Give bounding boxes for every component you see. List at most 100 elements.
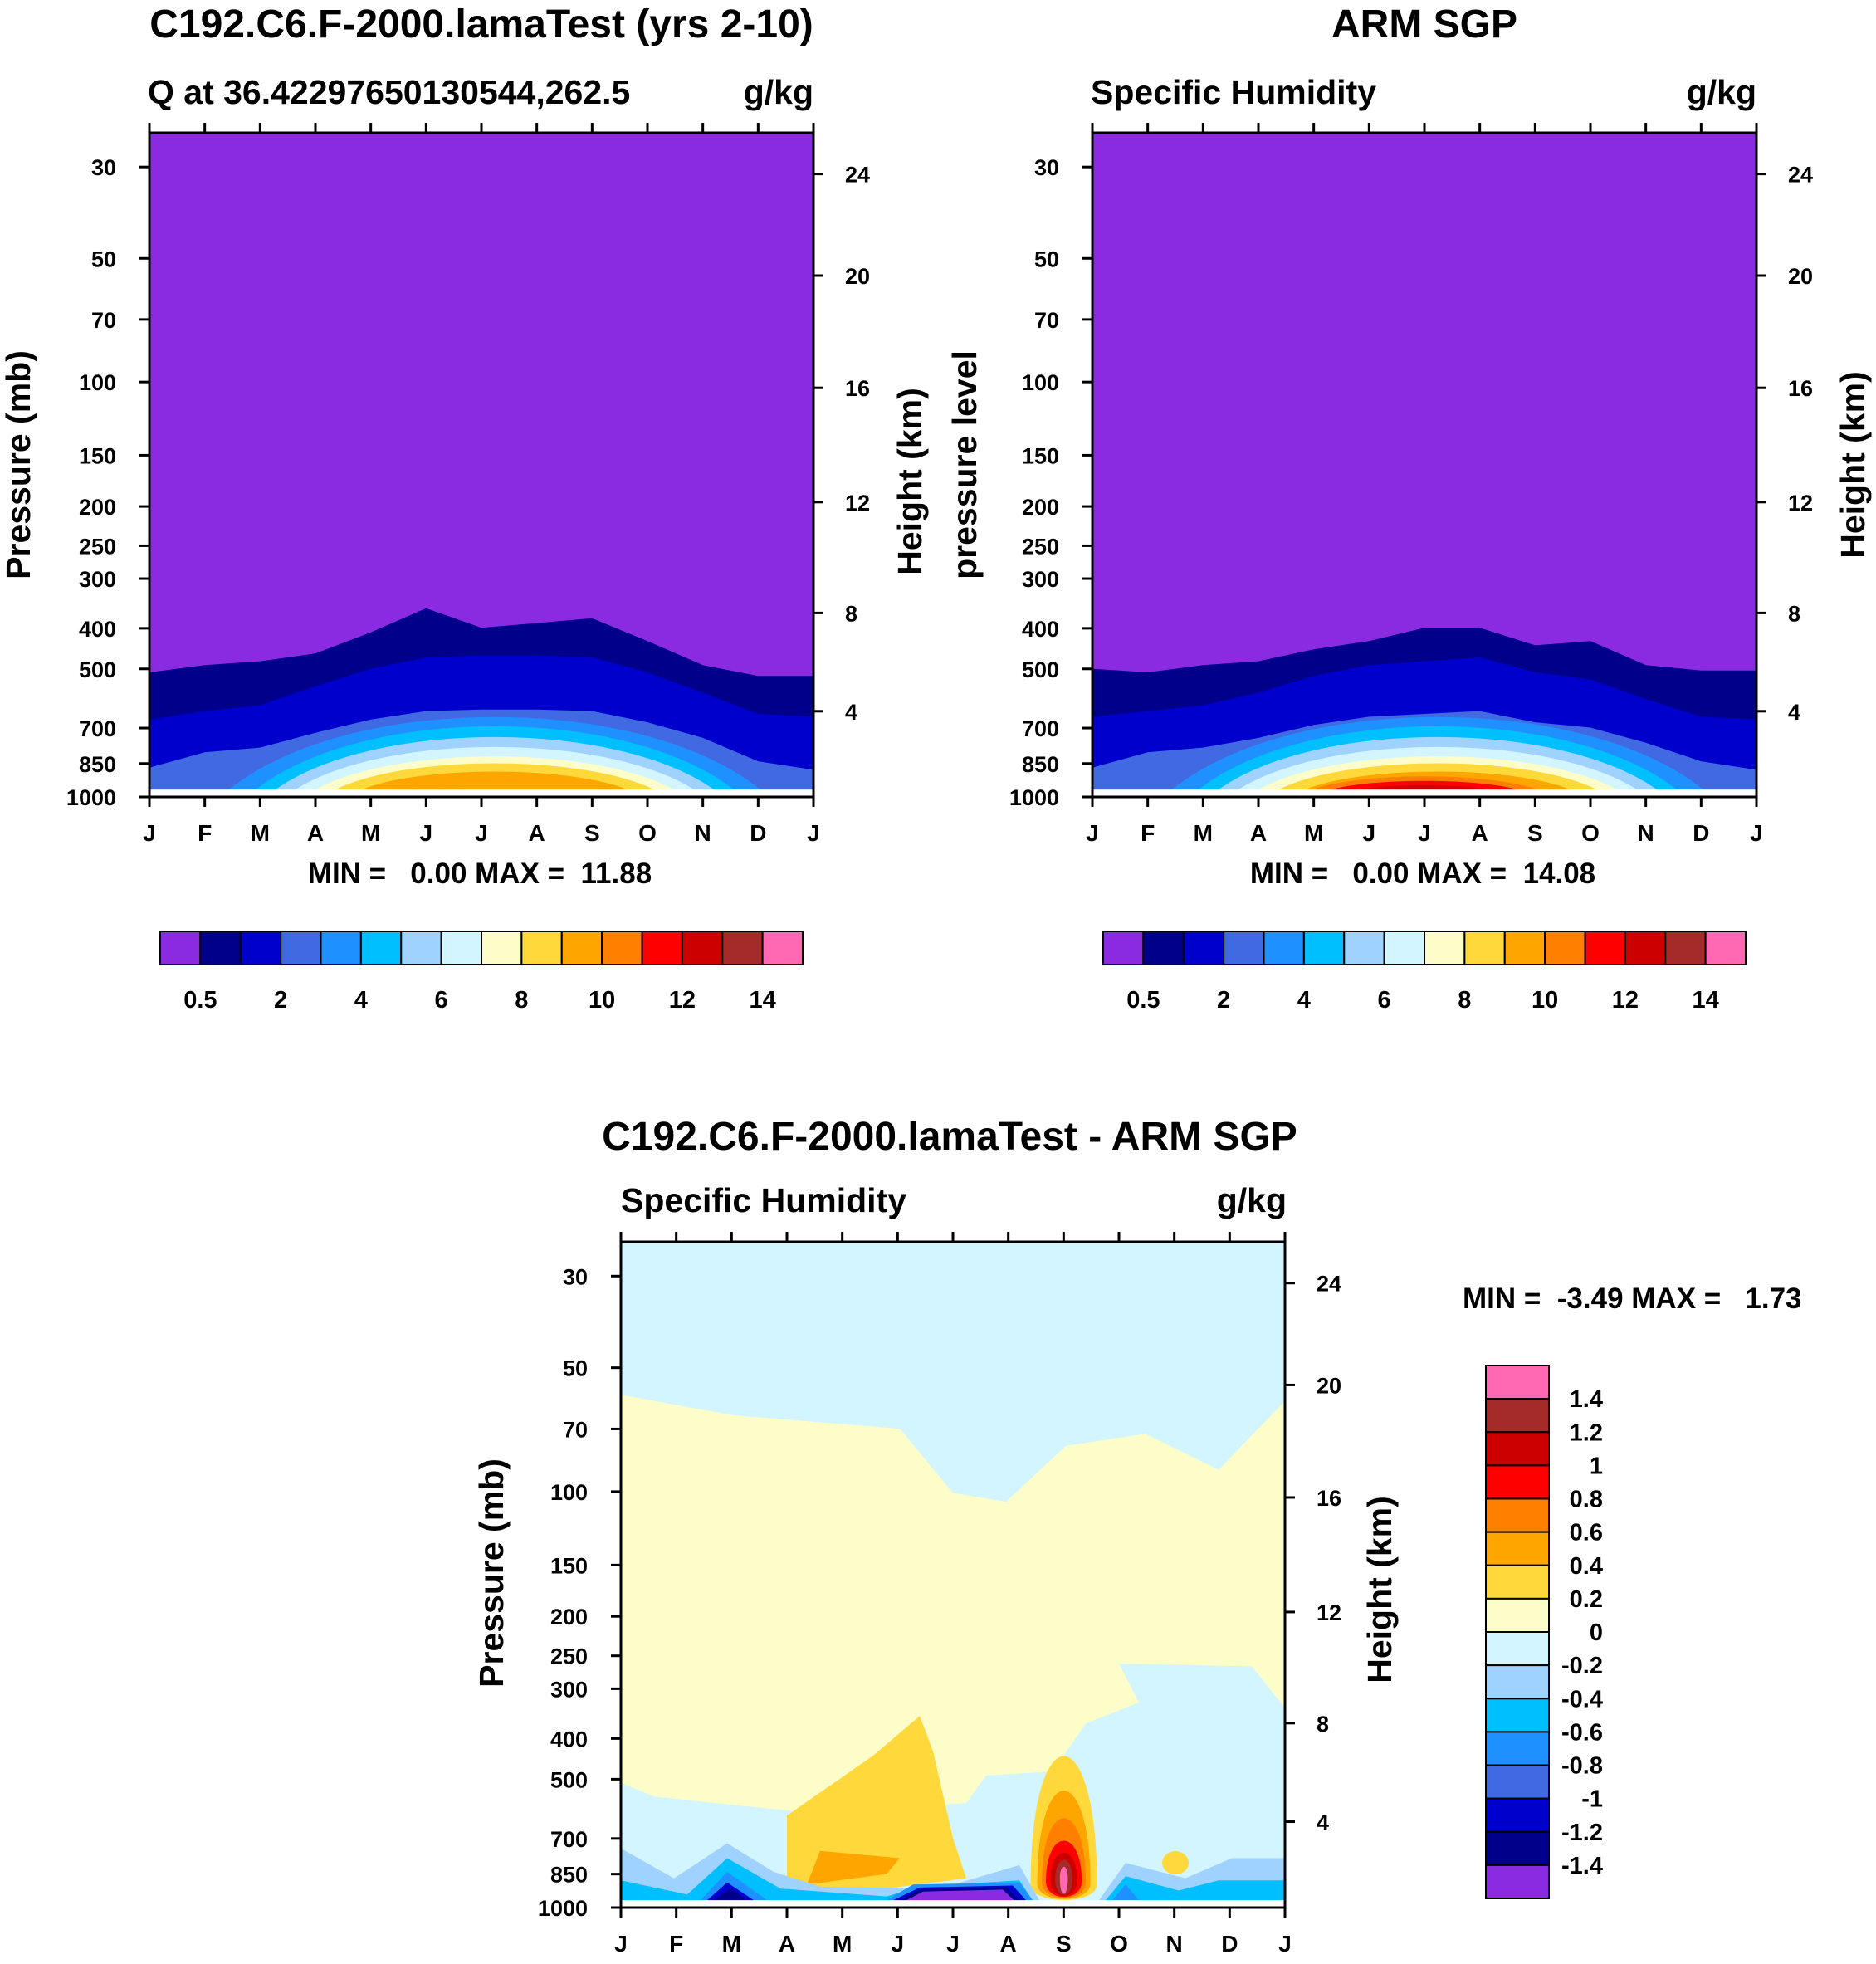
p3-pressure-label: 500 bbox=[550, 1767, 588, 1792]
p2-colorbar-label: 12 bbox=[1612, 987, 1639, 1014]
p1-pressure-label: 300 bbox=[79, 567, 116, 592]
panel-diff-contour-fill bbox=[621, 1242, 1285, 1908]
p1-colorbar-label: 10 bbox=[589, 987, 615, 1014]
p3-colorbar-box bbox=[1485, 1398, 1550, 1434]
p3-height-label: 24 bbox=[1317, 1272, 1341, 1297]
p3-pressure-label: 50 bbox=[563, 1356, 588, 1381]
p3-colorbar-box bbox=[1485, 1464, 1550, 1500]
p1-month-label: J bbox=[420, 820, 433, 846]
p1-month-label: J bbox=[143, 820, 156, 846]
p3-colorbar-label: -0.4 bbox=[1561, 1686, 1603, 1712]
p3-frame bbox=[619, 1240, 1287, 1909]
p3-colorbar-box bbox=[1485, 1797, 1550, 1833]
p3-colorbar-label: 0.8 bbox=[1570, 1487, 1603, 1513]
panel-model-stats: MIN = 0.00 MAX = 11.88 bbox=[308, 857, 652, 890]
p2-height-label: 4 bbox=[1788, 700, 1800, 725]
p3-colorbar-box bbox=[1485, 1864, 1550, 1899]
p3-height-label: 4 bbox=[1317, 1810, 1329, 1835]
p1-colorbar-label: 4 bbox=[354, 987, 368, 1014]
p3-month-label: N bbox=[1166, 1931, 1183, 1957]
p2-pressure-label: 700 bbox=[1022, 716, 1059, 741]
panel-diff: C192.C6.F-2000.lamaTest - ARM SGP Specif… bbox=[472, 1115, 1802, 1957]
p2-pressure-label: 1000 bbox=[1009, 785, 1059, 810]
p1-colorbar-label: 2 bbox=[274, 987, 287, 1014]
p3-month-label: M bbox=[833, 1931, 852, 1957]
panel-model-ylabel-right: Height (km) bbox=[891, 388, 929, 575]
p3-month-label: A bbox=[1000, 1931, 1017, 1957]
p3-colorbar-box bbox=[1485, 1564, 1550, 1600]
panel-obs-subtitle-left: Specific Humidity bbox=[1091, 73, 1376, 111]
panel-obs-ylabel-left: pressure level bbox=[945, 350, 984, 579]
p3-surface-neg-1 bbox=[621, 1858, 1285, 1901]
p3-pressure-label: 400 bbox=[550, 1727, 588, 1751]
p1-colorbar-label: 6 bbox=[435, 987, 448, 1014]
p3-month-label: F bbox=[669, 1931, 683, 1957]
panel-obs-subtitle-right: g/kg bbox=[1687, 73, 1756, 111]
p2-colorbar-label: 14 bbox=[1692, 987, 1718, 1014]
p3-colorbar-box bbox=[1485, 1698, 1550, 1733]
p1-colorbar-box bbox=[239, 931, 282, 965]
p3-surface-neg-2 bbox=[701, 1871, 1139, 1901]
p3-height-label: 20 bbox=[1317, 1373, 1341, 1398]
panel-model-title: C192.C6.F-2000.lamaTest (yrs 2-10) bbox=[149, 2, 813, 46]
p3-colorbar-box bbox=[1485, 1497, 1550, 1533]
p3-colorbar-box bbox=[1485, 1631, 1550, 1667]
p2-colorbar-box bbox=[1142, 931, 1185, 965]
panel-obs-ylabel-right: Height (km) bbox=[1834, 371, 1872, 559]
p2-month-label: M bbox=[1194, 820, 1213, 846]
p2-month-label: J bbox=[1418, 820, 1431, 846]
p2-colorbar-box bbox=[1424, 931, 1466, 965]
p3-nov-blob bbox=[1162, 1851, 1189, 1875]
p2-month-label: S bbox=[1527, 820, 1543, 846]
p2-colorbar-label: 6 bbox=[1378, 987, 1391, 1014]
panel-obs-title: ARM SGP bbox=[1331, 2, 1517, 46]
p3-month-label: S bbox=[1056, 1931, 1072, 1957]
p2-colorbar-box bbox=[1503, 931, 1546, 965]
panel-model-colorbar: 0.5 2 4 6 8 10 12 14 bbox=[159, 931, 804, 1014]
p2-colorbar-box bbox=[1102, 931, 1145, 965]
p3-level-pos-0 bbox=[621, 1395, 1285, 1813]
p3-month-label: D bbox=[1221, 1931, 1238, 1957]
p1-pressure-label: 50 bbox=[91, 247, 116, 271]
p3-month-label: J bbox=[946, 1931, 960, 1957]
p3-height-label: 16 bbox=[1317, 1486, 1341, 1511]
panel-diff-colorbar: 1.4 1.2 1 0.8 0.6 0.4 0.2 0 -0.2 -0.4 -0.6 -0.8 -1 -1… bbox=[1485, 1365, 1603, 1899]
p2-month-label: J bbox=[1363, 820, 1376, 846]
p3-month-label: A bbox=[779, 1931, 795, 1957]
p3-colorbar-box bbox=[1485, 1431, 1550, 1467]
panel-model-contour-fill bbox=[149, 133, 813, 797]
p2-colorbar-box bbox=[1584, 931, 1626, 965]
panel-diff-title: C192.C6.F-2000.lamaTest - ARM SGP bbox=[602, 1115, 1297, 1159]
p1-frame bbox=[148, 131, 815, 799]
p2-height-label: 24 bbox=[1788, 163, 1813, 188]
p3-colorbar-label: -1 bbox=[1581, 1786, 1603, 1813]
p2-pressure-label: 70 bbox=[1034, 308, 1059, 333]
p1-height-label: 12 bbox=[845, 491, 870, 515]
p1-colorbar-box bbox=[359, 931, 403, 965]
p3-colorbar-label: 1.4 bbox=[1570, 1386, 1603, 1413]
panel-diff-subtitle-right: g/kg bbox=[1217, 1181, 1287, 1219]
p1-colorbar-box bbox=[481, 931, 523, 965]
p2-height-label: 8 bbox=[1788, 601, 1800, 626]
p2-colorbar-label: 2 bbox=[1217, 987, 1230, 1014]
p1-colorbar-box bbox=[641, 931, 683, 965]
p2-colorbar-box bbox=[1704, 931, 1747, 965]
p3-height-label: 12 bbox=[1317, 1600, 1341, 1625]
p1-pressure-label: 1000 bbox=[66, 785, 116, 810]
p1-pressure-label: 400 bbox=[79, 617, 116, 642]
p2-colorbar-label: 8 bbox=[1458, 987, 1471, 1014]
p1-month-label: M bbox=[251, 820, 270, 846]
p1-colorbar-box bbox=[721, 931, 764, 965]
p2-colorbar-box bbox=[1182, 931, 1225, 965]
p3-colorbar-label: 0.6 bbox=[1570, 1520, 1603, 1546]
p1-height-label: 24 bbox=[845, 163, 870, 188]
p3-pressure-label: 1000 bbox=[538, 1896, 588, 1921]
p3-colorbar-label: -0.8 bbox=[1561, 1753, 1603, 1780]
p3-month-label: M bbox=[722, 1931, 741, 1957]
p2-colorbar-box bbox=[1624, 931, 1667, 965]
p3-colorbar-box bbox=[1485, 1531, 1550, 1566]
p1-month-label: A bbox=[529, 820, 545, 846]
panel-model: C192.C6.F-2000.lamaTest (yrs 2-10) Q at … bbox=[0, 2, 929, 1014]
p3-colorbar-box bbox=[1485, 1764, 1550, 1800]
p1-month-label: M bbox=[361, 820, 380, 846]
